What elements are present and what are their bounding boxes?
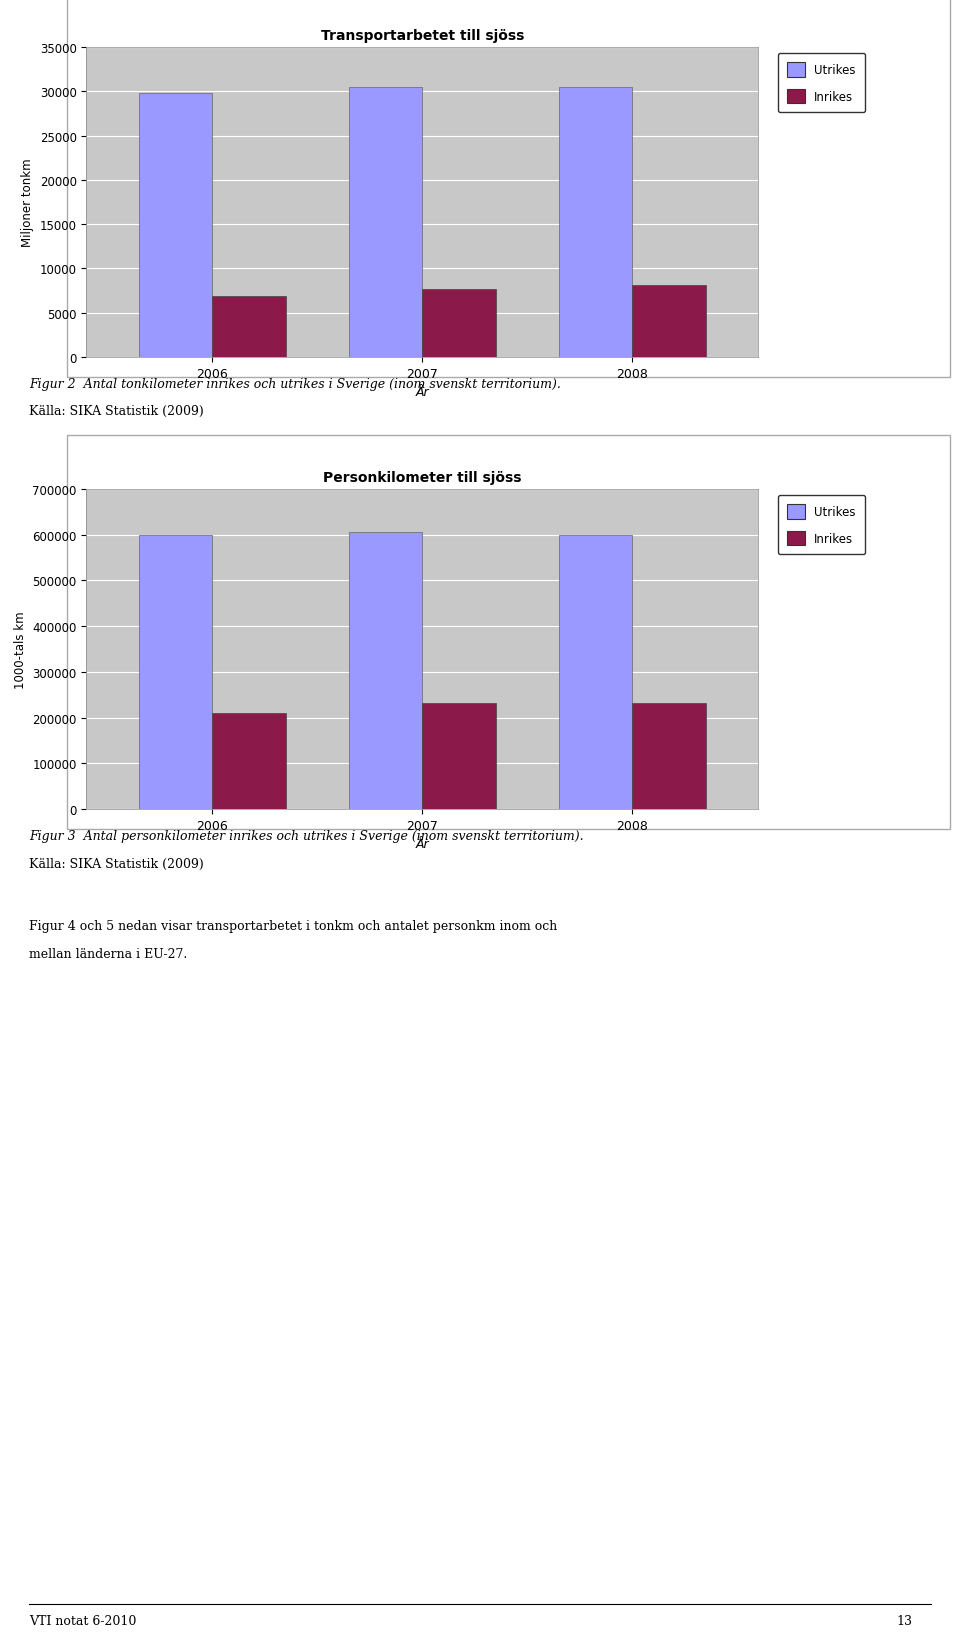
Legend: Utrikes, Inrikes: Utrikes, Inrikes	[778, 495, 865, 556]
Bar	[633, 703, 706, 810]
X-axis label: År: År	[416, 838, 429, 851]
Title: Personkilometer till sjöss: Personkilometer till sjöss	[324, 470, 521, 485]
Bar	[348, 89, 422, 357]
Text: Figur 3  Antal personkilometer inrikes och utrikes i Sverige (inom svenskt terri: Figur 3 Antal personkilometer inrikes oc…	[29, 829, 584, 842]
Text: Källa: SIKA Statistik (2009): Källa: SIKA Statistik (2009)	[29, 857, 204, 870]
Bar	[139, 536, 212, 810]
Text: Källa: SIKA Statistik (2009): Källa: SIKA Statistik (2009)	[29, 405, 204, 418]
Bar	[348, 533, 422, 810]
Bar	[422, 703, 496, 810]
Bar	[212, 297, 286, 357]
Y-axis label: Miljoner tonkm: Miljoner tonkm	[21, 159, 35, 247]
Text: mellan länderna i EU-27.: mellan länderna i EU-27.	[29, 947, 187, 960]
Bar	[633, 287, 706, 357]
Title: Transportarbetet till sjöss: Transportarbetet till sjöss	[321, 28, 524, 43]
Legend: Utrikes, Inrikes: Utrikes, Inrikes	[778, 54, 865, 113]
Bar	[212, 713, 286, 810]
Text: VTI notat 6-2010: VTI notat 6-2010	[29, 1614, 136, 1628]
Text: 13: 13	[896, 1614, 912, 1628]
X-axis label: År: År	[416, 387, 429, 398]
Text: Figur 2  Antal tonkilometer inrikes och utrikes i Sverige (inom svenskt territor: Figur 2 Antal tonkilometer inrikes och u…	[29, 377, 561, 390]
Bar	[139, 93, 212, 357]
Text: Figur 4 och 5 nedan visar transportarbetet i tonkm och antalet personkm inom och: Figur 4 och 5 nedan visar transportarbet…	[29, 919, 557, 933]
Bar	[422, 290, 496, 357]
Y-axis label: 1000-tals km: 1000-tals km	[13, 611, 27, 688]
Bar	[559, 536, 633, 810]
Bar	[559, 89, 633, 357]
